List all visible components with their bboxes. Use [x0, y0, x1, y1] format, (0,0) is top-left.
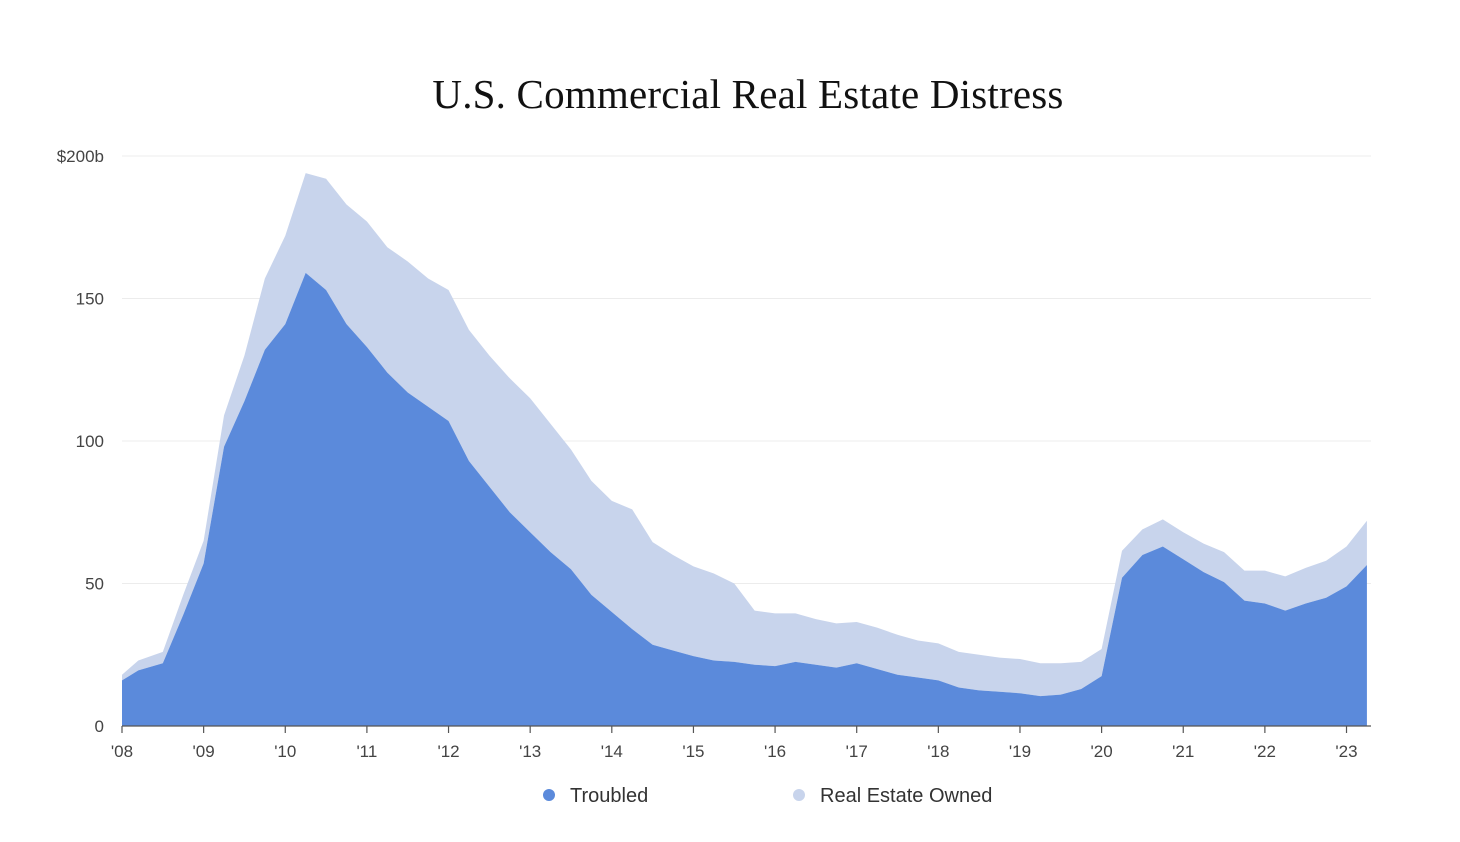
area-real-estate-owned	[122, 173, 1367, 697]
chart-title: U.S. Commercial Real Estate Distress	[432, 71, 1064, 117]
x-tick-label: '22	[1254, 742, 1276, 761]
x-tick-label: '21	[1172, 742, 1194, 761]
x-tick-label: '19	[1009, 742, 1031, 761]
y-tick-label: 50	[85, 575, 104, 594]
legend-label-real-estate-owned: Real Estate Owned	[820, 785, 992, 807]
y-tick-label: 150	[76, 290, 104, 309]
x-tick-label: '13	[519, 742, 541, 761]
x-tick-label: '11	[356, 742, 377, 761]
x-tick-label: '10	[274, 742, 296, 761]
x-tick-label: '17	[846, 742, 868, 761]
x-tick-label: '23	[1335, 742, 1357, 761]
legend-marker-troubled	[543, 789, 555, 801]
area-series	[122, 173, 1367, 726]
legend-label-troubled: Troubled	[570, 785, 648, 807]
y-axis-ticks: 0 50 100 150 $200b	[57, 147, 104, 736]
x-tick-label: '14	[601, 742, 623, 761]
x-tick-label: '18	[927, 742, 949, 761]
x-tick-label: '08	[111, 742, 133, 761]
x-tick-label: '20	[1091, 742, 1113, 761]
y-tick-label: 0	[95, 717, 104, 736]
y-tick-label: 100	[76, 432, 104, 451]
legend-marker-real-estate-owned	[793, 789, 805, 801]
x-tick-label: '12	[437, 742, 459, 761]
area-troubled	[122, 272, 1367, 726]
legend: Troubled Real Estate Owned	[543, 785, 992, 807]
y-tick-label: $200b	[57, 147, 104, 166]
x-tick-label: '15	[682, 742, 704, 761]
x-axis-ticks: '08 '09 '10 '11 '12 '13 '14 '15 '16 '17 '18 '19 '20 '…	[111, 726, 1358, 761]
x-tick-label: '09	[193, 742, 215, 761]
x-tick-label: '16	[764, 742, 786, 761]
